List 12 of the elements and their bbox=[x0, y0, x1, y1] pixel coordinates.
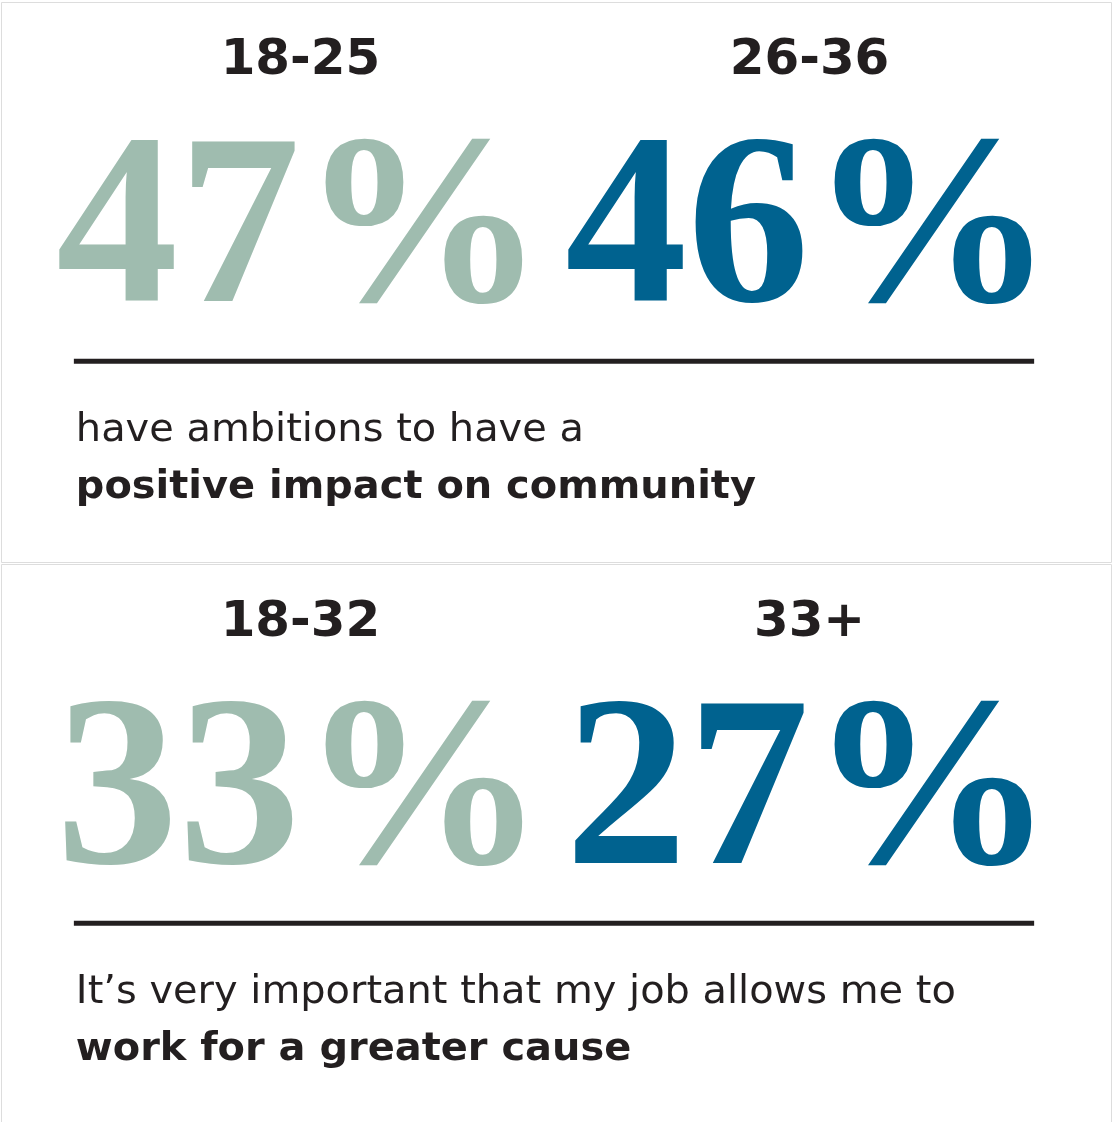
data-label: 46% bbox=[565, 83, 1055, 355]
category-label: 26-36 bbox=[729, 27, 890, 86]
text: work for a greater cause bbox=[75, 1023, 632, 1070]
category-label: 33+ bbox=[753, 589, 866, 648]
data-label: 33% bbox=[55, 645, 546, 917]
text: It’s very important that my job allows me to bbox=[75, 966, 956, 1013]
category-label: 18-32 bbox=[220, 589, 381, 648]
data-label: 47% bbox=[55, 83, 546, 355]
data-label: 27% bbox=[565, 645, 1055, 917]
text: have ambitions to have a bbox=[75, 404, 584, 451]
text: positive impact on community bbox=[75, 461, 756, 508]
category-label: 18-25 bbox=[220, 27, 381, 86]
